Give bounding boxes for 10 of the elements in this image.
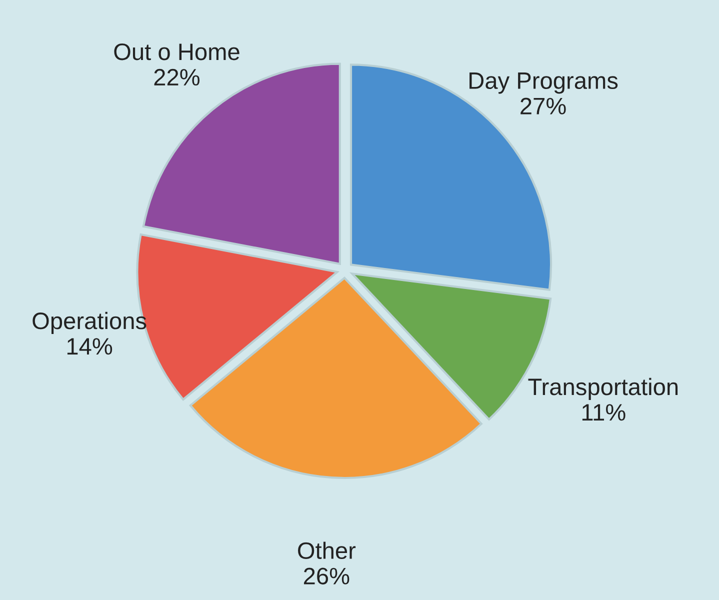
data-label: 14%	[67, 338, 112, 355]
data-label: 26%	[304, 568, 350, 584]
data-label: 22%	[154, 68, 200, 86]
slice-label: Other	[298, 542, 356, 560]
slice-label: Day Programs	[470, 72, 618, 94]
data-label: 27%	[520, 98, 566, 114]
data-label: 11%	[582, 404, 626, 421]
slice-label: Operations	[32, 312, 146, 334]
slice-label: Out o Home	[114, 43, 240, 60]
slice-label: Transportation	[528, 378, 678, 400]
